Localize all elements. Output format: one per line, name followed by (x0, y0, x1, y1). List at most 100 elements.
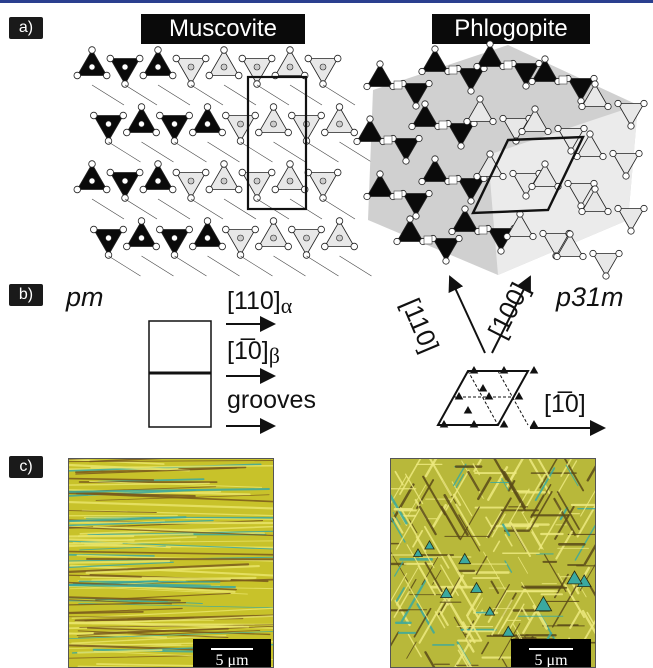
threefold-axis (529, 420, 539, 428)
oxygen-atom (119, 111, 127, 120)
triangular-groove (455, 474, 465, 489)
oxygen-atom (376, 60, 384, 68)
triangular-groove (504, 560, 513, 573)
oxygen-atom (235, 71, 243, 80)
scalebar-right-line (529, 648, 573, 650)
tetrahedron (451, 208, 479, 232)
oxygen-atom (635, 149, 643, 158)
oxygen-atom (119, 225, 127, 234)
tetrahedron (356, 118, 384, 142)
apical-oxygen (336, 234, 343, 242)
apical-oxygen (204, 120, 211, 128)
muscovite-micrograph-texture (69, 459, 273, 667)
bond-line (108, 255, 141, 277)
arrow-110-diag (448, 275, 486, 354)
tetrahedron (581, 188, 609, 212)
apical-oxygen (253, 63, 261, 71)
direction-110-alpha: [110]α (227, 287, 292, 319)
triangular-groove (517, 556, 529, 574)
groove-streak (79, 525, 273, 535)
oxygen-atom (268, 168, 276, 177)
oxygen-atom (218, 242, 226, 251)
apical-oxygen (220, 63, 228, 71)
tetrahedron (175, 172, 207, 199)
triangular-groove (418, 600, 445, 644)
triangular-groove (529, 459, 551, 495)
tetrahedron (324, 106, 355, 133)
triangular-groove (466, 592, 482, 617)
triangular-groove (392, 516, 404, 534)
oxygen-atom (353, 137, 361, 146)
oxygen-atom (90, 111, 98, 120)
oxygen-atom (554, 124, 562, 133)
oxygen-atom (529, 232, 537, 241)
oxygen-atom (319, 80, 327, 88)
muscovite-unit-cell (246, 75, 308, 211)
octahedral-site (423, 235, 433, 245)
oxygen-atom (486, 150, 494, 158)
oxygen-atom (170, 251, 179, 259)
tetrahedron (208, 163, 240, 190)
tetrahedron (225, 115, 256, 142)
oxygen-atom (253, 194, 261, 202)
tetrahedron (175, 58, 207, 85)
phlogopite-title: Phlogopite (432, 14, 590, 44)
tetrahedron (241, 58, 273, 85)
groove-streak (69, 632, 168, 639)
apical-oxygen (154, 177, 162, 185)
triangular-groove (394, 599, 411, 627)
oxygen-atom (236, 251, 245, 259)
oxygen-atom (544, 127, 552, 136)
triangular-pit (484, 606, 496, 616)
oxygen-atom (121, 194, 129, 202)
triangular-groove (404, 579, 430, 621)
oxygen-atom (73, 71, 81, 80)
tetrahedron (421, 158, 449, 182)
triangular-groove (391, 551, 409, 582)
oxygen-atom (615, 249, 623, 258)
tetrahedron (93, 115, 124, 142)
oxygen-atom (220, 160, 228, 168)
p31m-triangle-motif (436, 366, 539, 428)
triangular-groove (422, 475, 446, 516)
groove-streak (69, 477, 155, 481)
oxygen-atom (284, 128, 292, 137)
triangular-groove (529, 491, 553, 531)
apical-oxygen (154, 63, 162, 71)
oxygen-atom (334, 168, 342, 177)
oxygen-atom (73, 185, 81, 194)
bond-line (157, 198, 191, 220)
groove-streak (69, 526, 273, 537)
triangular-groove (530, 494, 545, 519)
oxygen-atom (235, 185, 243, 194)
bond-line (124, 198, 158, 220)
beta-subscript: β (268, 343, 280, 368)
oxygen-atom (187, 194, 195, 202)
tetrahedron (208, 49, 240, 76)
octahedral-site (448, 175, 458, 185)
direction-1bar10-beta-text: [1̅0] (227, 337, 269, 365)
triangular-groove (490, 580, 500, 594)
threefold-axis (478, 384, 488, 392)
triangular-groove (391, 494, 408, 525)
oxygen-atom (589, 249, 597, 258)
oxygen-atom (640, 204, 648, 213)
oxygen-atom (609, 149, 617, 158)
oxygen-atom (335, 103, 344, 111)
bond-line (306, 141, 339, 163)
bond-line (322, 84, 356, 106)
apical-oxygen (88, 63, 96, 71)
oxygen-atom (457, 142, 465, 150)
triangular-groove (407, 633, 422, 658)
apical-oxygen (204, 234, 211, 242)
oxygen-atom (412, 212, 420, 220)
tetrahedron (617, 103, 645, 127)
oxygen-atom (222, 225, 230, 234)
triangular-groove (501, 523, 511, 537)
oxygen-atom (499, 114, 507, 123)
groove-streak (69, 564, 273, 577)
groove-streak (72, 536, 197, 543)
oxygen-atom (104, 251, 113, 259)
triangular-groove (483, 551, 506, 590)
apical-oxygen (270, 120, 277, 128)
